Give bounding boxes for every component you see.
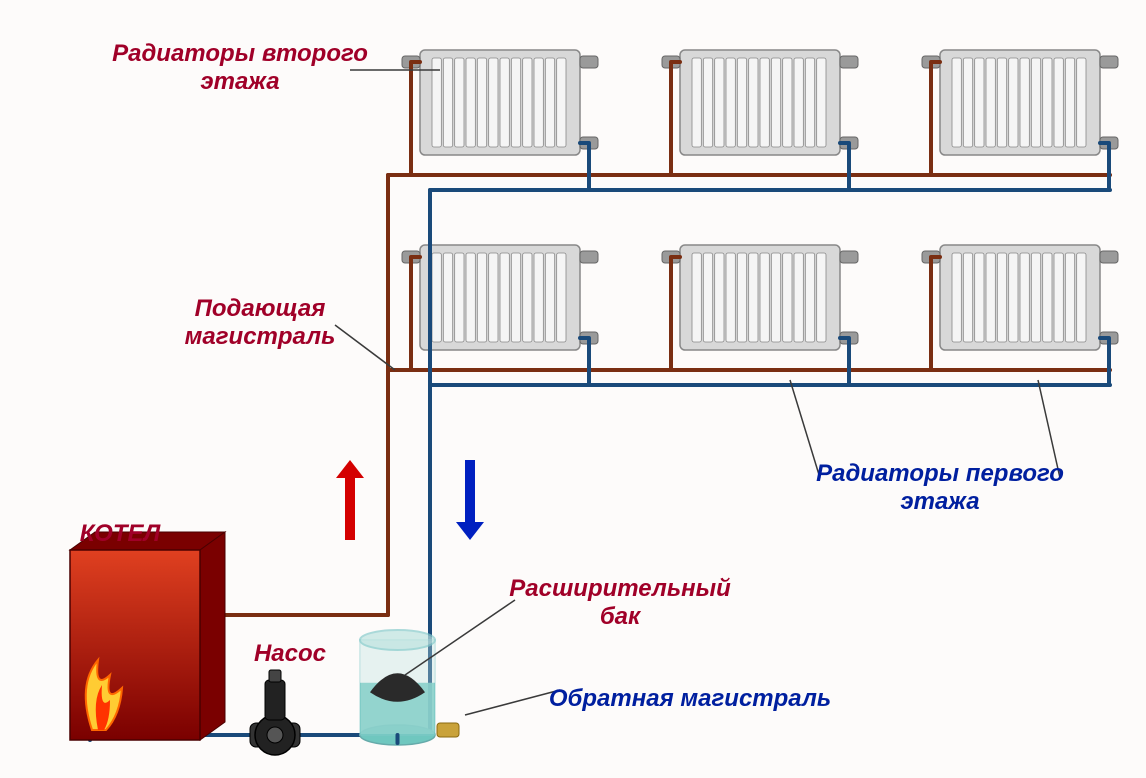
label-boiler: КОТЕЛ	[0, 520, 280, 548]
flow-arrows	[336, 460, 484, 540]
radiator	[662, 245, 858, 350]
label-supply: Подающая магистраль	[100, 295, 420, 350]
radiator	[402, 50, 598, 155]
label-rad_bot: Радиаторы первого этажа	[780, 460, 1100, 515]
label-tank: Расширительный бак	[460, 575, 780, 630]
label-return: Обратная магистраль	[530, 685, 850, 713]
radiator	[662, 50, 858, 155]
radiator	[922, 50, 1118, 155]
radiator	[922, 245, 1118, 350]
label-rad_top: Радиаторы второго этажа	[80, 40, 400, 95]
radiator	[402, 245, 598, 350]
label-pump: Насос	[130, 640, 450, 668]
pump	[250, 670, 300, 755]
boiler	[70, 532, 225, 740]
